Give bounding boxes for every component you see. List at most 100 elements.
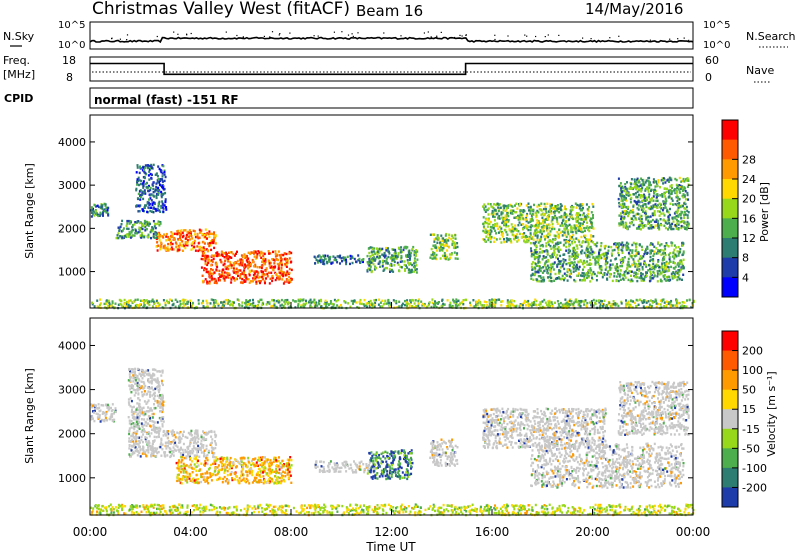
- range-gate-cell: [157, 186, 160, 190]
- range-gate-cell: [654, 298, 657, 301]
- range-gate-cell: [590, 211, 593, 214]
- range-gate-cell: [534, 298, 537, 301]
- range-gate-cell: [673, 216, 676, 219]
- range-gate-cell: [413, 253, 416, 257]
- range-gate-cell: [628, 187, 631, 190]
- range-gate-cell: [597, 261, 599, 264]
- range-gate-cell: [314, 304, 317, 307]
- range-gate-cell: [494, 224, 497, 228]
- range-gate-cell: [108, 301, 111, 304]
- range-gate-cell: [211, 232, 214, 236]
- range-gate-cell: [488, 302, 491, 305]
- range-gate-cell: [571, 204, 573, 208]
- range-gate-cell: [176, 300, 179, 303]
- range-gate-cell: [570, 228, 573, 231]
- range-gate-cell: [349, 257, 352, 260]
- range-gate-cell: [154, 226, 157, 230]
- range-gate-cell: [148, 170, 151, 173]
- range-gate-cell: [502, 220, 505, 223]
- range-gate-cell: [630, 222, 633, 225]
- range-gate-cell: [564, 302, 567, 306]
- range-gate-cell: [683, 216, 686, 220]
- range-gate-cell: [621, 205, 623, 208]
- range-gate-cell: [156, 188, 159, 191]
- range-gate-cell: [216, 251, 219, 254]
- range-gate-cell: [630, 196, 633, 200]
- range-gate-cell: [243, 269, 246, 272]
- range-gate-cell: [590, 273, 593, 277]
- range-gate-cell: [515, 229, 518, 232]
- range-gate-cell: [568, 255, 571, 258]
- range-gate-cell: [501, 230, 504, 234]
- range-gate-cell: [621, 194, 624, 198]
- range-gate-cell: [285, 259, 288, 263]
- range-gate-cell: [232, 264, 235, 267]
- range-gate-cell: [170, 231, 173, 234]
- range-gate-cell: [536, 224, 539, 227]
- range-gate-cell: [614, 304, 617, 307]
- range-gate-cell: [667, 266, 670, 269]
- range-gate-cell: [683, 301, 686, 304]
- range-gate-cell: [659, 186, 661, 189]
- range-gate-cell: [548, 275, 551, 279]
- range-gate-cell: [647, 220, 650, 223]
- range-gate-cell: [600, 244, 603, 248]
- range-gate-cell: [671, 222, 674, 226]
- range-gate-cell: [206, 257, 209, 260]
- range-gate-cell: [576, 212, 578, 215]
- range-gate-cell: [627, 260, 630, 264]
- range-gate-cell: [242, 273, 245, 276]
- range-gate-cell: [238, 299, 240, 302]
- range-gate-cell: [378, 298, 381, 301]
- range-gate-cell: [680, 217, 683, 220]
- range-gate-cell: [583, 234, 585, 238]
- range-gate-cell: [169, 239, 172, 243]
- range-gate-cell: [420, 300, 423, 303]
- range-gate-cell: [112, 418, 114, 422]
- range-gate-cell: [563, 243, 565, 247]
- range-gate-cell: [402, 248, 405, 252]
- range-gate-cell: [642, 225, 645, 228]
- range-gate-cell: [641, 222, 644, 225]
- range-gate-cell: [586, 301, 589, 305]
- range-gate-cell: [529, 207, 532, 210]
- range-gate-cell: [579, 304, 582, 308]
- range-gate-cell: [377, 250, 379, 253]
- nsearch-tick-low: 10^0: [703, 40, 730, 51]
- range-gate-cell: [482, 205, 484, 208]
- range-gate-cell: [156, 207, 159, 211]
- range-gate-cell: [260, 270, 263, 273]
- range-gate-cell: [543, 269, 546, 273]
- range-gate-cell: [211, 277, 214, 280]
- range-gate-cell: [533, 266, 536, 269]
- range-gate-cell: [537, 224, 540, 227]
- range-gate-cell: [133, 223, 136, 226]
- range-gate-cell: [619, 258, 622, 262]
- nsearch-dot: [333, 31, 335, 33]
- range-gate-cell: [554, 205, 556, 208]
- range-gate-cell: [358, 257, 361, 261]
- range-gate-cell: [214, 442, 217, 445]
- range-gate-cell: [254, 304, 257, 308]
- range-gate-cell: [664, 206, 667, 209]
- range-gate-cell: [671, 255, 674, 258]
- range-gate-cell: [264, 269, 267, 273]
- range-gate-cell: [243, 253, 246, 256]
- range-gate-cell: [499, 230, 502, 233]
- range-gate-cell: [569, 237, 572, 240]
- range-gate-cell: [415, 271, 418, 274]
- range-gate-cell: [389, 270, 391, 273]
- range-gate-cell: [233, 254, 236, 257]
- range-gate-cell: [151, 298, 154, 301]
- range-gate-cell: [441, 246, 444, 250]
- range-gate-cell: [111, 300, 114, 303]
- range-gate-cell: [658, 265, 661, 269]
- range-gate-cell: [103, 208, 106, 211]
- range-gate-cell: [670, 225, 673, 228]
- range-gate-cell: [226, 275, 229, 278]
- range-gate-cell: [323, 302, 326, 306]
- range-gate-cell: [671, 199, 674, 202]
- range-gate-cell: [501, 216, 504, 219]
- range-gate-cell: [636, 212, 639, 216]
- range-gate-cell: [263, 261, 266, 264]
